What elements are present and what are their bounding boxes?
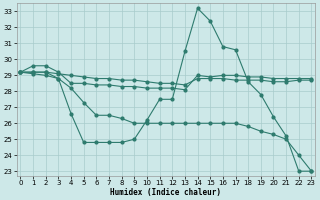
X-axis label: Humidex (Indice chaleur): Humidex (Indice chaleur) (110, 188, 221, 197)
